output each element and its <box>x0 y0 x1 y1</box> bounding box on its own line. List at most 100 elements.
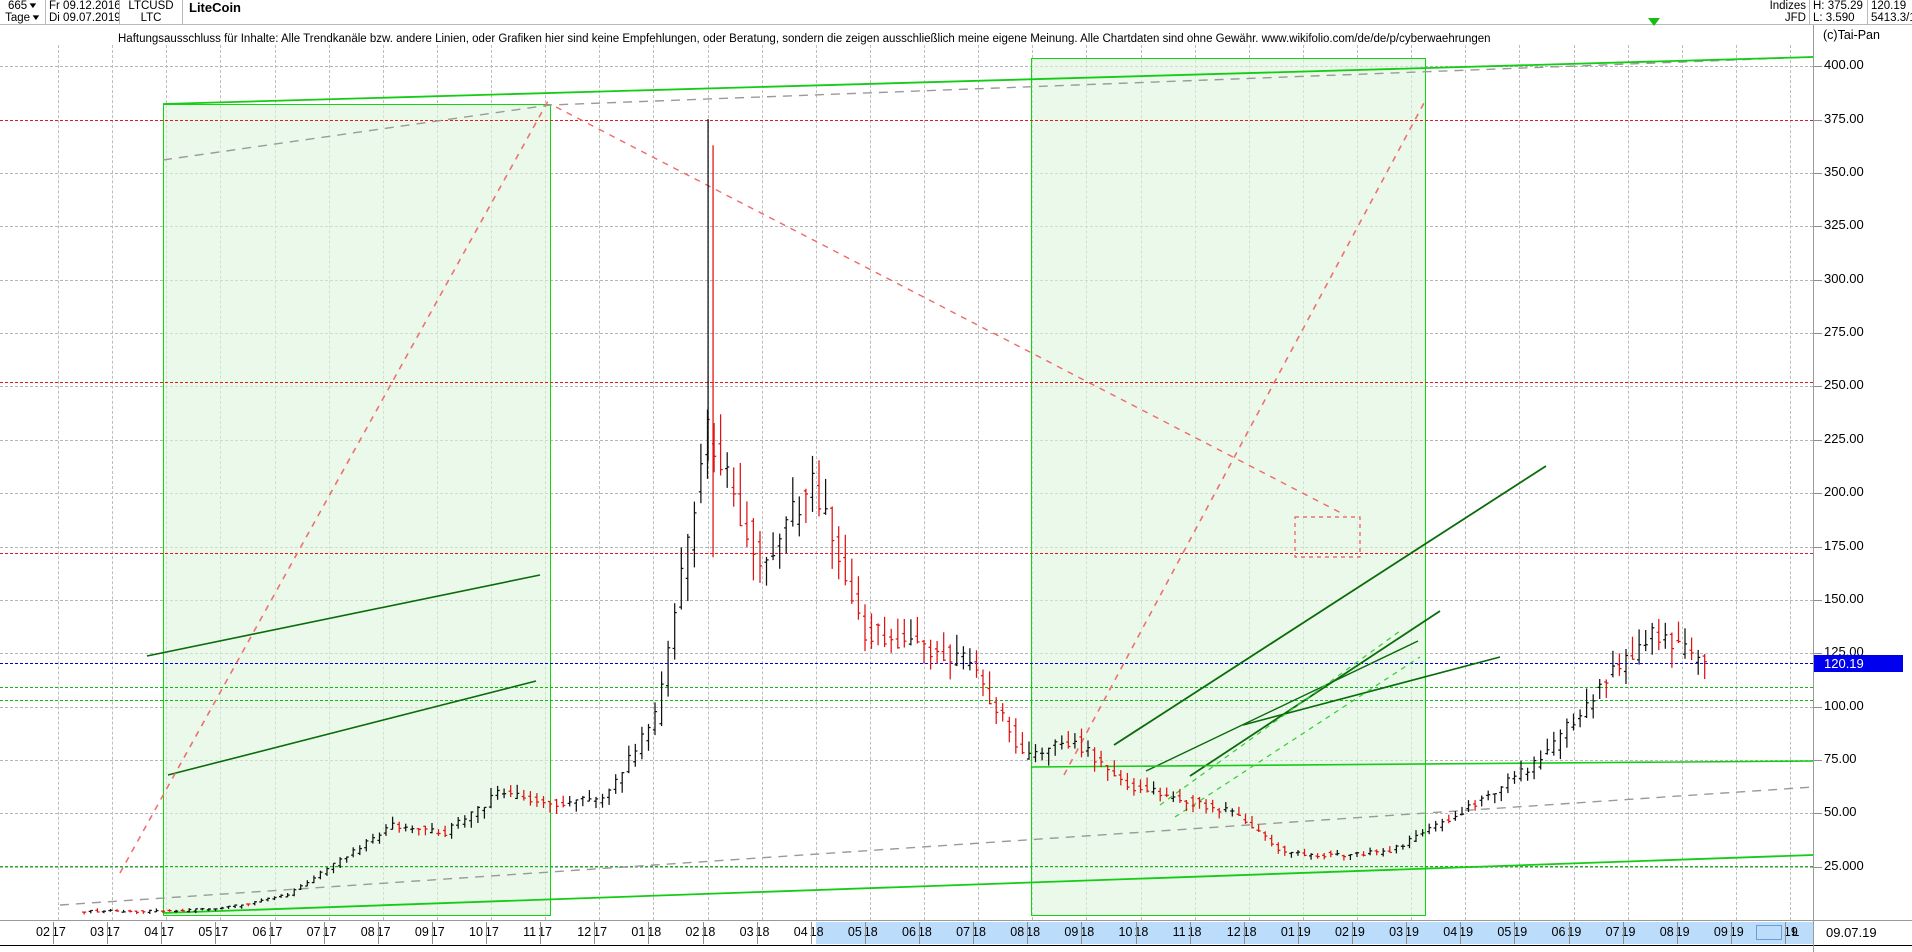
date-tick-separator <box>1189 922 1191 944</box>
disclaimer-text: Haftungsausschluss für Inhalte: Alle Tre… <box>118 33 1491 45</box>
gridline-v <box>978 45 980 920</box>
date-tick-label: 07 17 <box>306 925 337 939</box>
date-tick-separator <box>756 922 758 944</box>
bars-count-value: 665 <box>7 0 28 12</box>
date-tick-label: 08 17 <box>360 925 391 939</box>
interval-value: Tage <box>5 12 30 24</box>
date-tick-label: 11 18 <box>1172 925 1202 939</box>
ticker-code: LTC <box>140 12 162 24</box>
chart-plot-area[interactable] <box>0 45 1813 920</box>
date-axis[interactable]: 02 17 03 17 04 17 05 17 06 17 07 17 08 17 09 17 10 17 11 17… <box>0 920 1912 952</box>
gridline-v <box>1735 45 1737 920</box>
date-tick-label: 12 18 <box>1226 925 1257 939</box>
last-quote-field: 120.19 5413.3/11 <box>1868 0 1912 25</box>
date-tick-label: 06 19 <box>1551 925 1582 939</box>
gridline-v <box>924 45 925 920</box>
date-tick-separator <box>323 922 325 944</box>
date-tick-separator <box>1027 922 1029 944</box>
price-tick <box>1814 279 1822 281</box>
date-tick-label: 06 18 <box>902 925 932 939</box>
date-tick-separator <box>702 922 704 944</box>
date-tick-separator <box>594 922 596 944</box>
signal-level-line <box>0 700 1813 702</box>
gridline-v <box>1627 45 1629 920</box>
price-tick-label: 50.00 <box>1824 804 1857 820</box>
date-tick-label: 10 17 <box>469 925 499 939</box>
price-tick-label: 250.00 <box>1824 377 1864 393</box>
date-tick-separator <box>1460 922 1462 944</box>
date-tick-label: 08 18 <box>1010 925 1041 939</box>
price-tick <box>1814 866 1822 868</box>
green-upper-trendline <box>162 56 1813 105</box>
dark-green-support-left-b <box>167 680 537 776</box>
price-tick-label: 200.00 <box>1824 484 1864 500</box>
gridline-v <box>707 45 709 920</box>
date-from: Fr 09.12.2016 <box>49 0 119 12</box>
chevron-down-icon: ▼ <box>30 13 42 22</box>
price-tick-label: 275.00 <box>1824 324 1864 340</box>
current-price-marker: 120.19 <box>1814 655 1903 673</box>
green-base-line <box>1030 760 1813 768</box>
signal-level-line <box>0 687 1813 689</box>
red-dashed-rally-line-2017 <box>119 100 549 874</box>
price-tick-label: 75.00 <box>1824 750 1857 766</box>
gridline-h <box>0 813 1813 815</box>
gridline-h <box>0 599 1813 601</box>
price-tick <box>1814 813 1822 815</box>
price-tick <box>1814 653 1822 655</box>
gridline-h <box>0 866 1813 868</box>
gridline-v <box>761 45 763 920</box>
selection-legend-swatch <box>1756 925 1782 940</box>
copyright-label: (c)Tai-Pan <box>1823 28 1880 42</box>
gridline-h <box>0 173 1813 175</box>
chevron-down-icon: ▼ <box>27 1 39 10</box>
bars-count-selector[interactable]: 665▼ Tage▼ <box>0 0 46 25</box>
gridline-v <box>815 45 817 920</box>
date-tick-label: 01 19 <box>1280 925 1311 939</box>
date-range-field[interactable]: Fr 09.12.2016 Di 09.07.2019 <box>46 0 120 25</box>
date-tick-separator <box>1352 922 1353 944</box>
gridline-h <box>0 226 1813 228</box>
date-tick-label: 03 18 <box>739 925 770 939</box>
date-tick-separator <box>1135 922 1137 944</box>
price-tick-label: 150.00 <box>1824 590 1864 606</box>
symbol-field[interactable]: LTCUSD LTC <box>120 0 183 25</box>
price-tick-label: 25.000 <box>1824 857 1864 873</box>
date-tick-separator <box>1568 922 1570 944</box>
date-tick-label: 04 17 <box>144 925 175 939</box>
date-tick-separator <box>53 922 54 944</box>
price-tick <box>1814 706 1822 708</box>
date-tick-label: 11 17 <box>523 925 553 939</box>
price-tick-label: 325.00 <box>1824 217 1864 233</box>
date-tick-separator <box>540 922 542 944</box>
gridline-v <box>653 45 655 920</box>
red-dashed-target-box <box>1294 516 1361 558</box>
date-tick-separator <box>1406 922 1408 944</box>
date-tick-separator <box>1081 922 1083 944</box>
date-tick-separator <box>973 922 975 944</box>
dark-green-support-right-b <box>1189 610 1441 777</box>
price-tick <box>1814 226 1822 228</box>
price-tick-label: 300.00 <box>1824 270 1864 286</box>
scroll-position-marker[interactable] <box>1648 18 1660 26</box>
price-bars <box>82 119 1707 915</box>
date-tick-label: 10 18 <box>1118 925 1149 939</box>
date-tick-label: 12 17 <box>577 925 608 939</box>
gridline-h <box>0 439 1813 441</box>
axis-baseline <box>0 945 1912 946</box>
date-tick-label: 07 19 <box>1605 925 1636 939</box>
date-tick-separator <box>1243 922 1245 944</box>
price-tick-label: 175.00 <box>1824 537 1864 553</box>
price-tick-label: 400.00 <box>1824 57 1864 73</box>
gridline-h <box>0 386 1813 388</box>
price-tick-label: 100.00 <box>1824 697 1864 713</box>
gridline-h <box>0 66 1813 68</box>
gridline-v <box>1573 45 1575 920</box>
red-dashed-downtrend-line <box>555 106 1346 516</box>
price-tick <box>1814 119 1822 121</box>
date-to: Di 09.07.2019 <box>49 12 119 24</box>
price-axis[interactable]: 400.00 375.00 350.00 325.00 300.00 275.00 250.… <box>1813 25 1912 920</box>
date-tick-label: 05 18 <box>847 925 878 939</box>
chart-header-bar: 665▼ Tage▼ Fr 09.12.2016 Di 09.07.2019 L… <box>0 0 1912 25</box>
dark-green-support-right-a <box>1113 465 1547 746</box>
